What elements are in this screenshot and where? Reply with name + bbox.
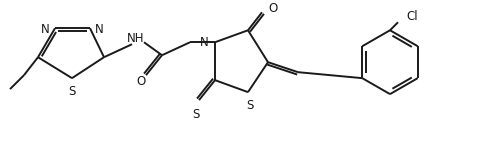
Text: O: O	[136, 75, 146, 88]
Text: S: S	[68, 85, 76, 98]
Text: S: S	[192, 108, 200, 121]
Text: S: S	[246, 99, 254, 112]
Text: O: O	[268, 2, 277, 15]
Text: NH: NH	[127, 32, 145, 45]
Text: N: N	[41, 23, 50, 36]
Text: N: N	[200, 36, 209, 49]
Text: Cl: Cl	[406, 10, 418, 23]
Text: N: N	[95, 23, 104, 36]
